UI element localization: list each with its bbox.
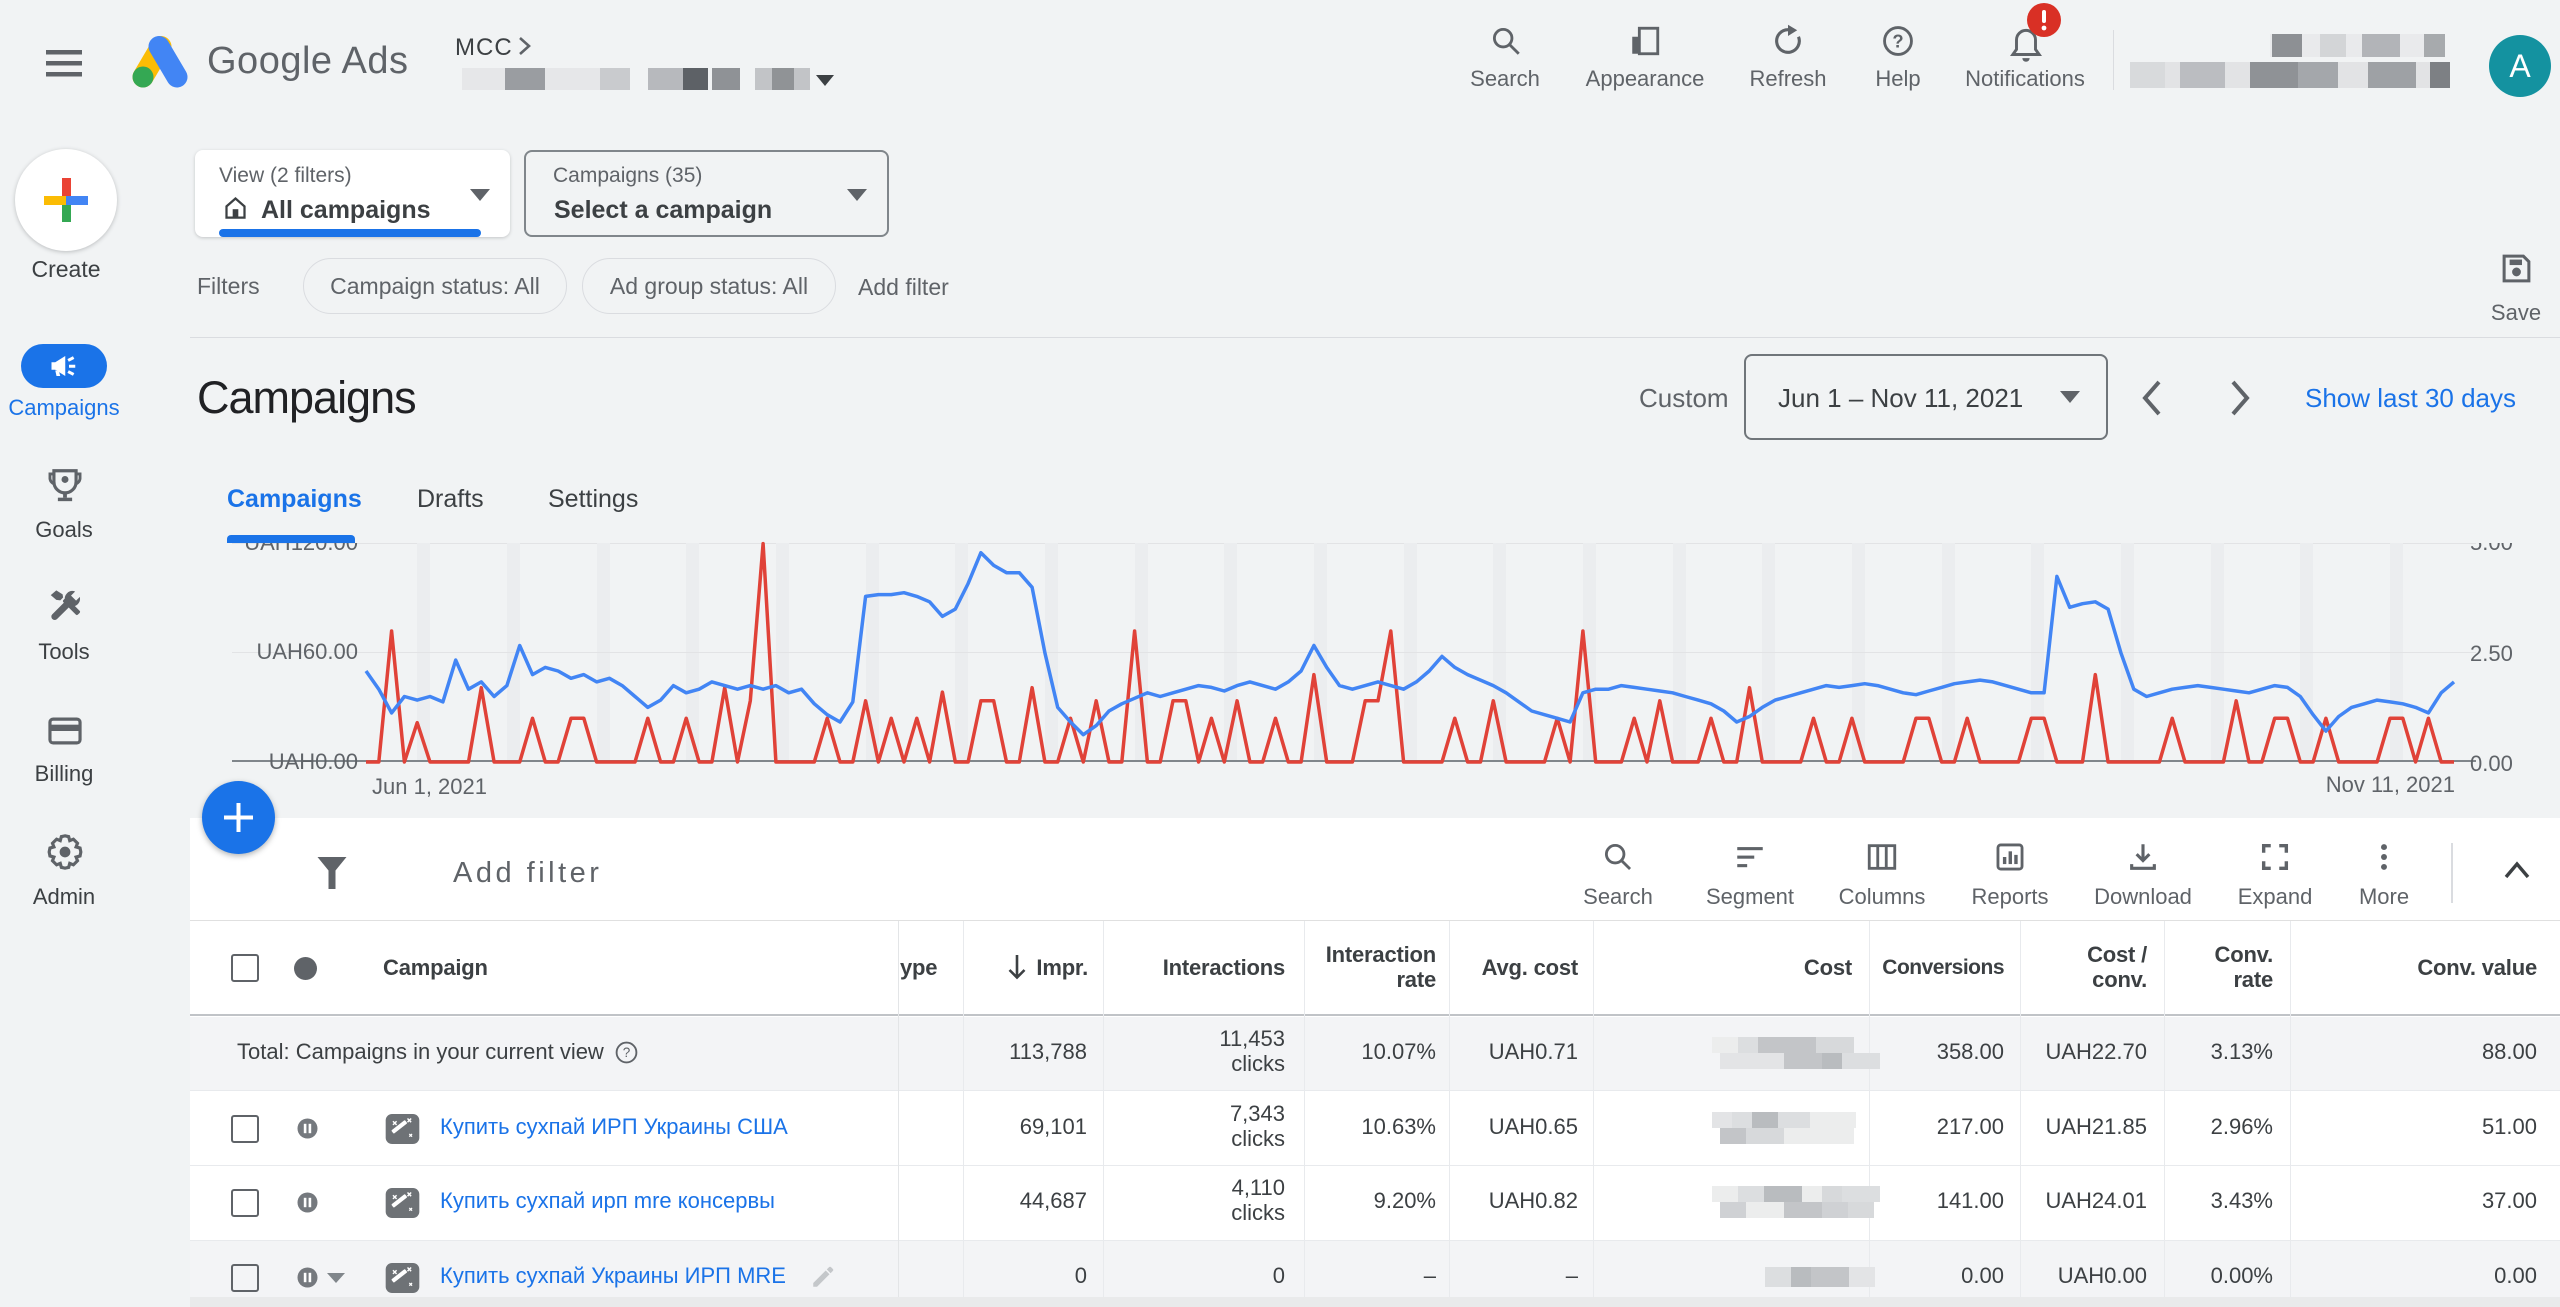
svg-text:?: ? (623, 1045, 631, 1060)
svg-text:?: ? (1892, 30, 1903, 51)
